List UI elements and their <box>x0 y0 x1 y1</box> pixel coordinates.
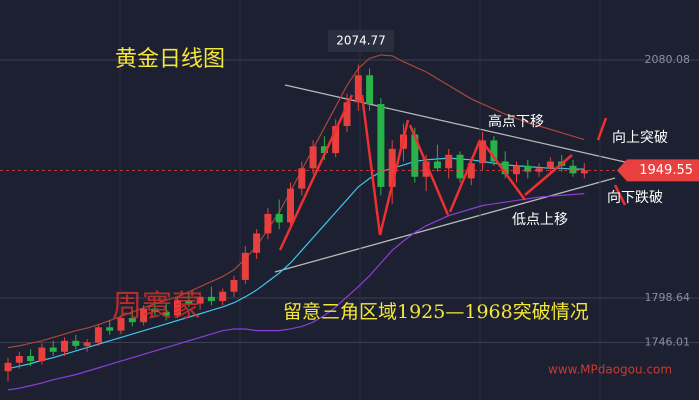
candle-body <box>320 146 328 154</box>
candle-body <box>535 168 543 172</box>
candle-body <box>377 104 385 187</box>
candle-body <box>366 75 374 105</box>
candle-body <box>106 327 114 331</box>
candle-body <box>388 148 396 187</box>
candle-body <box>580 170 588 174</box>
candle-body <box>456 154 464 179</box>
candle-body <box>4 362 12 372</box>
note: 高点下移 <box>488 113 544 130</box>
trend-line <box>284 84 626 163</box>
candle-body <box>354 75 362 103</box>
last-price-box <box>617 159 699 182</box>
arrow <box>378 119 410 236</box>
arrow <box>596 117 608 141</box>
candle-body <box>569 165 577 174</box>
arrow <box>613 184 627 206</box>
candle-body <box>61 340 68 352</box>
candle-body <box>546 161 554 169</box>
candle-body <box>467 163 475 179</box>
candle-body <box>230 279 238 292</box>
candle-body <box>83 342 91 346</box>
candle-body <box>298 168 306 189</box>
arrow <box>483 144 527 201</box>
site: www.MPdaogou.com <box>548 363 672 377</box>
note: 留意三角区域1925—1968突破情况 <box>283 301 589 323</box>
candle-body <box>207 296 215 302</box>
trend-line <box>274 177 616 273</box>
y-tick-label: 1746.01 <box>645 335 691 348</box>
candle-body <box>151 308 159 313</box>
note: 向上突破 <box>612 130 668 146</box>
indicator-line <box>7 54 585 349</box>
candle-body <box>332 126 340 154</box>
arrow <box>360 94 382 236</box>
candle-body <box>287 188 294 223</box>
y-tick-label: 1798.64 <box>645 291 691 304</box>
candle-body <box>15 356 23 363</box>
y-tick-label: 2080.08 <box>645 53 691 66</box>
arrow <box>448 139 482 213</box>
chart-title: 黄金日线图 <box>115 47 225 72</box>
candle-body <box>196 296 204 304</box>
candle-body <box>479 140 487 164</box>
candle-body <box>162 312 170 316</box>
candle-body <box>343 102 351 127</box>
indicator-line <box>7 193 585 391</box>
candle-body <box>140 308 148 323</box>
candle-body <box>524 165 532 172</box>
note: 向下跌破 <box>607 190 663 206</box>
peak-box <box>328 30 394 52</box>
peak-label: 2074.77 <box>336 34 386 48</box>
candle-body <box>219 291 227 302</box>
candle-body <box>264 213 272 234</box>
candle-body <box>445 154 453 169</box>
candle-body <box>422 161 430 177</box>
candle-body <box>185 300 193 304</box>
candle-body <box>38 347 46 362</box>
candle-body <box>275 213 283 223</box>
candle-body <box>27 356 35 362</box>
arrow <box>524 154 573 196</box>
candle-body <box>117 317 125 331</box>
candle-body <box>490 140 498 162</box>
watermark: 周寰蒙 <box>112 289 202 324</box>
candle-body <box>253 233 261 253</box>
candle-body <box>49 347 57 352</box>
candle-body <box>128 317 136 323</box>
arrows <box>278 94 627 251</box>
note: 低点上移 <box>512 212 568 228</box>
candle-body <box>174 300 181 316</box>
last-price-label: 1949.55 <box>639 163 693 178</box>
candle-body <box>411 134 419 177</box>
candle-body <box>309 146 317 169</box>
candle-body <box>94 327 102 343</box>
candle-body <box>72 340 80 346</box>
candle-body <box>241 252 249 280</box>
candle-body <box>501 161 509 175</box>
candle-body <box>433 161 441 169</box>
indicator-line <box>7 157 585 370</box>
arrow <box>278 94 354 251</box>
